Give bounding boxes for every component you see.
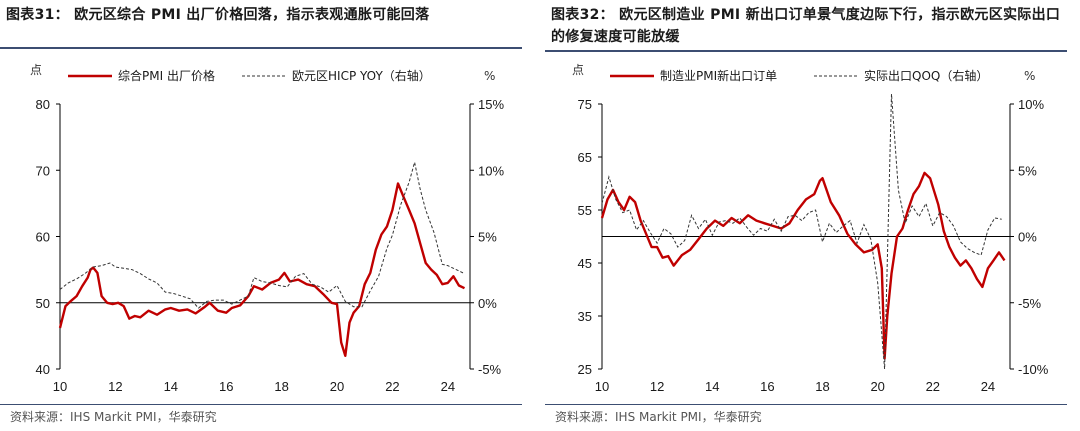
title-rule: [545, 50, 1067, 52]
chart-panel-32: 图表32： 欧元区制造业 PMI 新出口订单景气度边际下行，指示欧元区实际出口的…: [545, 0, 1080, 431]
x-tick-label: 24: [441, 379, 455, 394]
left-tick-label: 50: [36, 296, 50, 311]
x-tick-label: 12: [650, 379, 664, 394]
chart-title: 图表31： 欧元区综合 PMI 出厂价格回落，指示表观通胀可能回落: [6, 7, 430, 23]
series-line-1: [601, 93, 1002, 370]
right-tick-label: 10%: [1018, 97, 1044, 112]
legend-label: 综合PMI 出厂价格: [118, 68, 215, 83]
legend-label: 实际出口QOQ（右轴）: [864, 68, 988, 83]
bottom-rule: [0, 404, 522, 405]
left-tick-label: 45: [578, 256, 592, 271]
left-tick-label: 55: [578, 203, 592, 218]
left-tick-label: 40: [36, 362, 50, 377]
chart-32-svg: 75 65 55 45 35 25 10% 5% 0% -5% -10% 10 12 14 16 18 20 22…: [572, 63, 1049, 394]
right-tick-label: 5%: [1018, 163, 1037, 178]
left-tick-label: 80: [36, 97, 50, 112]
legend-label: 制造业PMI新出口订单: [660, 68, 777, 83]
left-tick-label: 35: [578, 309, 592, 324]
x-tick-label: 16: [760, 379, 774, 394]
right-tick-label: 0%: [478, 296, 497, 311]
right-tick-label: 0%: [1018, 230, 1037, 245]
left-unit-label: 点: [572, 63, 584, 77]
right-tick-label: 5%: [478, 230, 497, 245]
left-unit-label: 点: [30, 63, 42, 77]
title-rule: [0, 47, 522, 49]
x-tick-label: 20: [870, 379, 884, 394]
x-tick-label: 18: [274, 379, 288, 394]
x-tick-label: 16: [219, 379, 233, 394]
series-line-0: [600, 171, 1006, 360]
right-unit-label: %: [1024, 69, 1035, 83]
bottom-rule: [545, 404, 1067, 405]
right-tick-label: 10%: [478, 163, 504, 178]
x-tick-label: 14: [164, 379, 178, 394]
right-tick-label: -5%: [478, 362, 502, 377]
x-tick-label: 10: [595, 379, 609, 394]
x-tick-label: 18: [815, 379, 829, 394]
right-tick-label: 15%: [478, 97, 504, 112]
right-tick-label: -10%: [1018, 362, 1049, 377]
chart-31-svg: 80 70 60 50 40 15% 10% 5% 0% -5% 10 12 14 16 18 20 22 24 点…: [30, 63, 504, 394]
series-line-1: [59, 162, 465, 309]
legend-label: 欧元区HICP YOY（右轴）: [292, 68, 431, 83]
chart-title: 图表32： 欧元区制造业 PMI 新出口订单景气度边际下行，指示欧元区实际出口的…: [551, 7, 1061, 45]
left-tick-label: 60: [36, 230, 50, 245]
series-line-0: [58, 182, 466, 357]
x-tick-label: 12: [108, 379, 122, 394]
source-note: 资料来源：IHS Markit PMI，华泰研究: [555, 410, 762, 424]
x-tick-label: 14: [705, 379, 719, 394]
x-tick-label: 10: [53, 379, 67, 394]
x-tick-label: 20: [330, 379, 344, 394]
left-tick-label: 75: [578, 97, 592, 112]
x-tick-label: 22: [926, 379, 940, 394]
source-note: 资料来源：IHS Markit PMI，华泰研究: [10, 410, 217, 424]
left-tick-label: 70: [36, 163, 50, 178]
left-tick-label: 25: [578, 362, 592, 377]
right-tick-label: -5%: [1018, 296, 1042, 311]
left-tick-label: 65: [578, 150, 592, 165]
x-tick-label: 22: [385, 379, 399, 394]
right-unit-label: %: [484, 69, 495, 83]
chart-panel-31: 图表31： 欧元区综合 PMI 出厂价格回落，指示表观通胀可能回落 80 70 60…: [0, 0, 535, 431]
x-tick-label: 24: [981, 379, 995, 394]
